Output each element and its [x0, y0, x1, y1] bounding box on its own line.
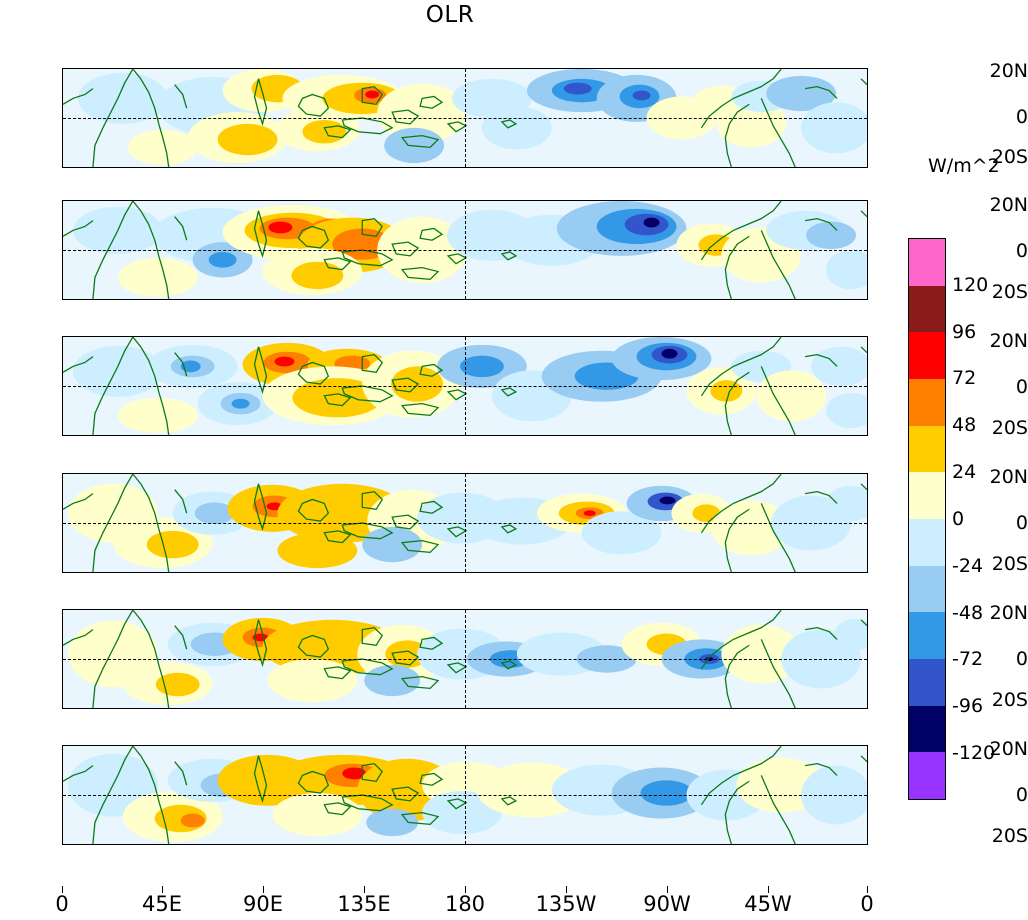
colorbar-label-n72: -72	[952, 648, 984, 670]
panel-1: 25-May-2015 to 27-May-2015 Observed	[62, 68, 868, 168]
panel-4: 3-Jun-2015 to 5-Jun-2015 Forecast	[62, 473, 868, 573]
y-tick-p1-20n: 20N	[989, 60, 1028, 82]
colorbar-segment-0	[909, 239, 945, 287]
y-tick-p1-0: 0	[1015, 106, 1028, 128]
colorbar-unit-label: W/m^2	[928, 155, 1000, 177]
y-tick-p1-20s: 20S	[991, 146, 1028, 168]
y-tick-p4-0: 0	[1015, 512, 1028, 534]
colorbar-segment-1	[909, 285, 945, 334]
colorbar-label-n96: -96	[952, 695, 984, 717]
colorbar-segment-3	[909, 379, 945, 427]
colorbar-segment-6	[909, 519, 945, 567]
x-tick-label-6: 90W	[643, 892, 691, 916]
y-tick-p6-20n: 20N	[989, 738, 1028, 760]
x-axis: 0 45E 90E 135E 180 135W 90W 45W 0	[55, 886, 874, 916]
colorbar-segment-8	[909, 612, 945, 660]
y-tick-p2-0: 0	[1015, 240, 1028, 262]
x-tick-label-1: 45E	[142, 892, 182, 916]
y-tick-p6-20s: 20S	[991, 825, 1028, 847]
dateline	[465, 746, 466, 844]
y-tick-p3-20n: 20N	[989, 330, 1028, 352]
panel-3: 31-May-2015 to 2-Jun-2015 Observed	[62, 336, 868, 436]
x-tickmark-2	[263, 886, 264, 893]
y-tick-p2-20n: 20N	[989, 194, 1028, 216]
x-tick-label-5: 135W	[535, 892, 597, 916]
y-tick-p2-20s: 20S	[991, 281, 1028, 303]
colorbar-segment-4	[909, 425, 945, 474]
colorbar-segment-5	[909, 472, 945, 520]
colorbar-segment-10	[909, 705, 945, 754]
y-tick-p5-20n: 20N	[989, 602, 1028, 624]
x-tick-label-3: 135E	[337, 892, 391, 916]
x-tick-label-7: 45W	[744, 892, 792, 916]
colorbar	[908, 238, 946, 800]
y-tick-p6-0: 0	[1015, 784, 1028, 806]
colorbar-label-96: 96	[952, 321, 977, 343]
y-tick-p5-0: 0	[1015, 648, 1028, 670]
colorbar-label-72: 72	[952, 367, 977, 389]
x-tickmark-1	[162, 886, 163, 893]
colorbar-label-24: 24	[952, 461, 977, 483]
y-tick-p5-20s: 20S	[991, 689, 1028, 711]
x-tick-label-4: 180	[444, 892, 486, 916]
x-tick-label-0: 0	[55, 892, 69, 916]
colorbar-label-n24: -24	[952, 555, 984, 577]
page-title: OLR	[425, 2, 475, 28]
panel-5: 6-Jun-2015 to 8-Jun-2015 Forecast	[62, 609, 868, 709]
x-tickmark-5	[566, 886, 567, 893]
y-tick-p4-20n: 20N	[989, 466, 1028, 488]
colorbar-label-120: 120	[952, 274, 989, 296]
y-tick-p3-20s: 20S	[991, 417, 1028, 439]
dateline	[465, 474, 466, 572]
x-tickmark-7	[768, 886, 769, 893]
dateline	[465, 337, 466, 435]
x-tickmark-8	[867, 886, 868, 893]
dateline	[465, 69, 466, 167]
x-tick-label-2: 90E	[243, 892, 283, 916]
y-tick-p3-0: 0	[1015, 376, 1028, 398]
colorbar-segment-11	[909, 752, 945, 799]
colorbar-label-n48: -48	[952, 602, 984, 624]
dateline	[465, 201, 466, 299]
colorbar-label-48: 48	[952, 414, 977, 436]
colorbar-segment-2	[909, 332, 945, 380]
panel-2: 28-May-2015 to 30-May-2015 Observed	[62, 200, 868, 300]
colorbar-label-n120: -120	[952, 742, 996, 764]
colorbar-label-0: 0	[952, 508, 965, 530]
x-tickmark-6	[667, 886, 668, 893]
dateline	[465, 610, 466, 708]
x-tickmark-3	[364, 886, 365, 893]
colorbar-segment-7	[909, 565, 945, 614]
panel-6: 9-Jun-2015 to 11-Jun-2015 Forecast	[62, 745, 868, 845]
x-tickmark-4	[465, 886, 466, 893]
x-tick-label-8: 0	[860, 892, 874, 916]
colorbar-segment-9	[909, 659, 945, 707]
x-tickmark-0	[62, 886, 63, 893]
y-tick-p4-20s: 20S	[991, 553, 1028, 575]
